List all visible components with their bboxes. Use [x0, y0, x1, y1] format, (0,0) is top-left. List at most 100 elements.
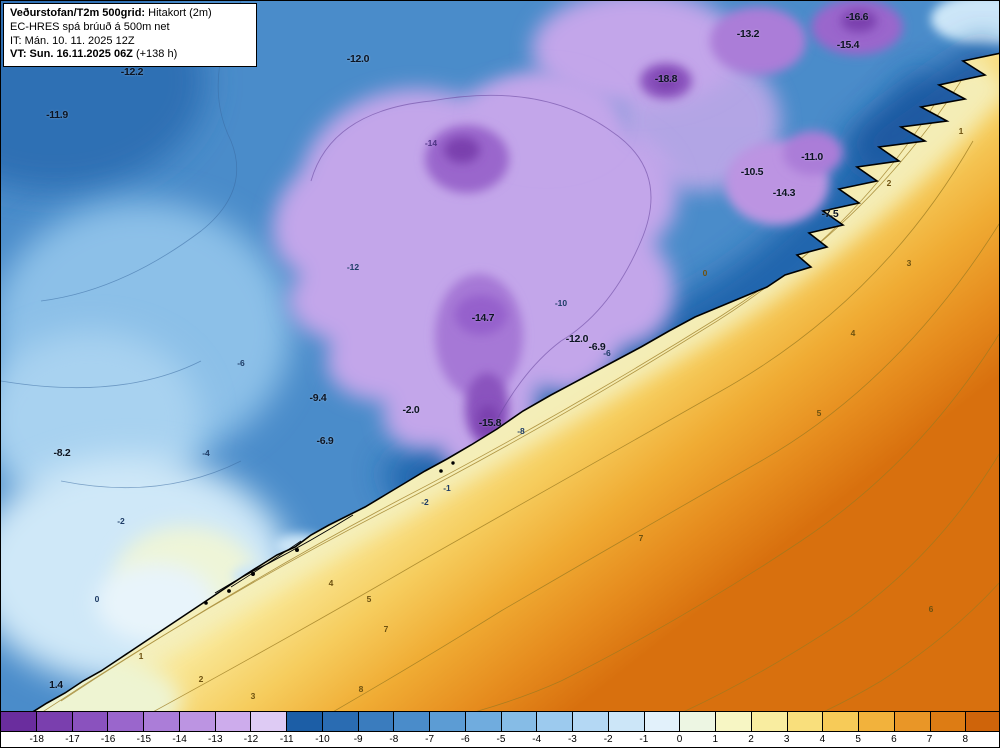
colorbar-cell [179, 712, 216, 731]
contour-label: 4 [850, 328, 856, 338]
colorbar-tick-label: -9 [353, 734, 363, 745]
contour-label: 5 [816, 408, 822, 418]
contour-label: 5 [366, 594, 372, 604]
colorbar-tick-label: 1 [712, 734, 719, 745]
colorbar-tick-label: -18 [29, 734, 44, 745]
station-temp-label: -12.2 [120, 66, 144, 78]
station-temp-label: -14.7 [471, 312, 495, 324]
colorbar-cell [358, 712, 395, 731]
valid-time-bold: VT: Sun. 16.11.2025 06Z [10, 48, 133, 61]
valid-time-line: VT: Sun. 16.11.2025 06Z (+138 h) [10, 48, 250, 62]
colorbar-tick-label: -1 [639, 734, 649, 745]
colorbar-tick-label: 7 [926, 734, 933, 745]
colorbar-tick-label: -15 [136, 734, 152, 745]
contour-label: 1 [958, 126, 964, 136]
contour-label: 6 [928, 604, 934, 614]
station-temp-label: -12.0 [565, 333, 589, 345]
contour-label: 3 [250, 691, 256, 701]
colorbar-cell [823, 712, 859, 731]
station-temp-label: -11.0 [801, 151, 823, 163]
model-title-bold: Veðurstofan/T2m 500grid: [10, 7, 146, 19]
colorbar-tick-label: 2 [748, 734, 754, 745]
colorbar-cell [966, 712, 999, 731]
model-title-line: Veðurstofan/T2m 500grid: Hitakort (2m) [10, 7, 250, 21]
contour-label: -6 [603, 348, 611, 358]
colorbar-cell [72, 712, 109, 731]
colorbar-tick-label: -10 [315, 734, 330, 745]
colorbar-tick-label: -7 [425, 734, 435, 745]
contour-label: -2 [421, 497, 429, 507]
station-temp-label: -9.4 [309, 392, 327, 404]
colorbar-tick-label: -2 [603, 734, 613, 745]
station-temp-label: 1.4 [49, 679, 63, 691]
station-temp-label: -12.0 [346, 53, 370, 65]
contour-label: -8 [517, 426, 525, 436]
station-temp-label: -10.5 [740, 166, 764, 178]
station-temp-label: -7.5 [821, 208, 839, 220]
colorbar-cell [1, 712, 37, 731]
contour-label: -6 [237, 358, 245, 368]
contour-label: -4 [202, 448, 210, 458]
station-temp-label: -15.8 [478, 417, 502, 429]
colorbar-tick-label: 3 [783, 734, 790, 745]
model-subtitle: EC-HRES spá brúuð á 500m net [10, 20, 170, 33]
colorbar-tick-label: -11 [279, 734, 294, 745]
contour-label: 1 [138, 651, 144, 661]
colorbar-tick-label: -17 [65, 734, 80, 745]
colorbar-cell [215, 712, 252, 731]
contour-label: 2 [886, 178, 892, 188]
colorbar-cell [322, 712, 359, 731]
colorbar-tick-label: 8 [962, 734, 969, 745]
contour-label: 0 [94, 594, 100, 604]
colorbar-cell [465, 712, 502, 731]
colorbar-cell [36, 712, 73, 731]
contour-label: 0 [702, 268, 708, 278]
colorbar-cell [751, 712, 788, 731]
station-temp-label: -2.0 [402, 404, 420, 416]
colorbar-cell [644, 712, 681, 731]
contour-label: -2 [117, 516, 125, 526]
colorbar-cell [501, 712, 538, 731]
map-area: -11.9 -12.2 -12.0 -13.2 -16.6 -15.4 -18.8 -11.0… [1, 1, 999, 711]
coastline [32, 52, 999, 711]
colorbar-tick-label: 5 [855, 734, 861, 745]
init-time-line: IT: Mán. 10. 11. 2025 12Z [10, 34, 135, 47]
colorbar-cell [859, 712, 895, 731]
colorbar-tick-label: -4 [532, 734, 542, 745]
colorbar-cell [680, 712, 716, 731]
colorbar-tick-label: -14 [172, 734, 187, 745]
contour-label: 7 [638, 533, 644, 543]
contour-label: -12 [346, 262, 360, 272]
valid-time-rest: (+138 h) [132, 48, 178, 61]
sea-contours [43, 80, 999, 711]
colorbar-cell [573, 712, 609, 731]
model-title-rest: Hitakort (2m) [145, 7, 212, 19]
colorbar-cell [108, 712, 144, 731]
coastal-detail [204, 461, 455, 605]
station-temp-label: -14.3 [772, 187, 796, 199]
colorbar-cell [894, 712, 931, 731]
colorbar-tick-label: -5 [496, 734, 506, 745]
colorbar-cell [608, 712, 645, 731]
forecast-info-box: Veðurstofan/T2m 500grid: Hitakort (2m) E… [3, 3, 257, 68]
station-temp-label: -6.9 [316, 435, 334, 447]
colorbar-cell [251, 712, 287, 731]
colorbar-tick-label: -8 [389, 734, 399, 745]
station-temp-label: -15.4 [836, 39, 860, 51]
contour-label: 3 [906, 258, 912, 268]
station-temp-label: -8.2 [53, 447, 71, 459]
contour-label: 8 [358, 684, 364, 694]
colorbar-tick-row: -18 -17 -16 -15 -14 -13 -12 -11 -10 -9 -8 -7 -6 -5 -4-… [1, 732, 999, 747]
contour-label: -10 [554, 298, 568, 308]
colorbar-tick-label: 0 [676, 734, 683, 745]
contour-label: -14 [424, 138, 438, 148]
colorbar-tick-label: -16 [100, 734, 116, 745]
station-temp-label: -6.9 [588, 341, 606, 353]
colorbar-tick-label: 4 [819, 734, 826, 745]
temperature-map-canvas [1, 1, 999, 711]
colorbar-cell [394, 712, 430, 731]
colorbar-cell [787, 712, 824, 731]
colorbar [1, 711, 999, 732]
station-temp-label: -16.6 [845, 11, 869, 23]
